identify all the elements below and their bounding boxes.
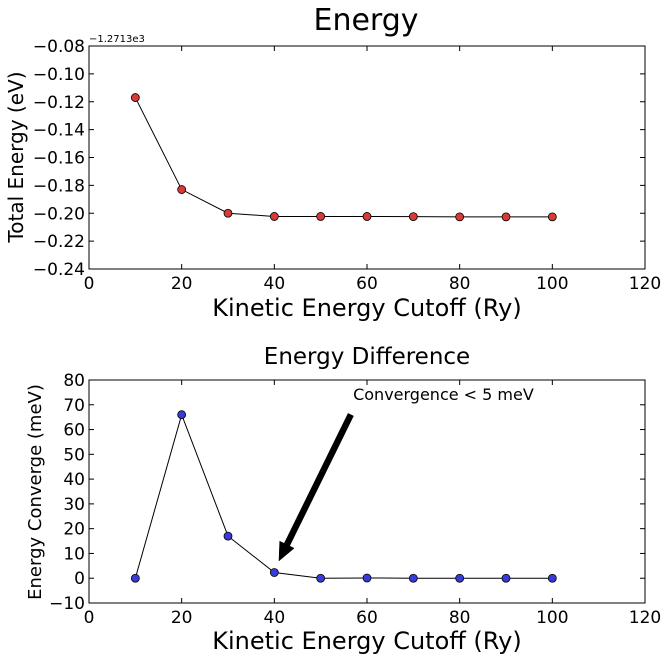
y-tick-label: 50 xyxy=(63,445,85,465)
plot-frame xyxy=(88,45,646,270)
y-axis-label: Total Energy (eV) xyxy=(4,71,28,243)
x-tick-label: 0 xyxy=(84,608,95,628)
data-point xyxy=(408,212,418,221)
x-tick-label: 80 xyxy=(449,274,471,294)
energy-difference-panel: Energy Difference Kinetic Energy Cutoff … xyxy=(25,344,661,655)
y-tick-label: −0.08 xyxy=(33,37,85,57)
data-point xyxy=(177,410,187,420)
x-tick-label: 40 xyxy=(264,608,286,628)
data-point xyxy=(130,93,140,102)
annotation-text: Convergence < 5 meV xyxy=(353,385,534,404)
data-point xyxy=(501,212,511,222)
data-point xyxy=(408,573,418,583)
x-tick-label: 20 xyxy=(171,608,193,628)
y-tick-label: 40 xyxy=(63,470,85,490)
y-axis-label: Energy Converge (meV) xyxy=(25,384,46,600)
x-tick-label: 40 xyxy=(264,274,286,294)
data-point xyxy=(130,573,140,583)
energy-panel: Energy −1.2713e3 Kinetic Energy Cutoff (… xyxy=(4,3,661,322)
y-tick-label: −0.12 xyxy=(33,93,85,113)
y-tick-label: 0 xyxy=(74,569,85,589)
data-point xyxy=(269,568,279,577)
chart-title: Energy Difference xyxy=(264,344,470,370)
x-tick-label: 120 xyxy=(629,274,661,294)
y-tick-label: 70 xyxy=(63,396,85,416)
y-tick-label: −10 xyxy=(49,594,85,614)
data-point xyxy=(362,573,372,583)
x-tick-label: 80 xyxy=(449,608,471,628)
data-point xyxy=(177,185,187,194)
x-tick-label: 60 xyxy=(356,274,378,294)
series-line xyxy=(134,97,553,218)
y-tick-label: −0.16 xyxy=(33,149,85,169)
x-axis-label: Kinetic Energy Cutoff (Ry) xyxy=(212,294,521,322)
data-point xyxy=(455,212,465,222)
x-axis-label: Kinetic Energy Cutoff (Ry) xyxy=(212,627,521,655)
data-point xyxy=(269,212,279,221)
plot-area: 0 20 40 60 80 100 120 −0.24 −0.22 −0.20 −0.18 −0.16… xyxy=(33,37,661,294)
y-tick-label: 30 xyxy=(63,495,85,515)
data-point xyxy=(223,531,233,541)
y-tick-label: −0.24 xyxy=(33,260,85,280)
data-point xyxy=(316,573,326,583)
offset-text: −1.2713e3 xyxy=(89,34,145,45)
x-tick-label: 100 xyxy=(536,274,568,294)
y-tick-label: −0.14 xyxy=(33,121,85,141)
x-tick-label: 20 xyxy=(171,274,193,294)
data-point xyxy=(316,212,326,221)
data-point xyxy=(362,212,372,221)
series-line xyxy=(134,413,553,579)
y-tick-label: 20 xyxy=(63,520,85,540)
y-tick-label: −0.18 xyxy=(33,176,85,196)
chart-title: Energy xyxy=(313,3,418,38)
y-tick-label: 10 xyxy=(63,544,85,564)
y-tick-label: 60 xyxy=(63,421,85,441)
x-tick-label: 0 xyxy=(84,274,95,294)
data-point xyxy=(547,573,557,583)
x-tick-label: 60 xyxy=(356,608,378,628)
data-point xyxy=(501,573,511,583)
data-point xyxy=(455,573,465,583)
data-point xyxy=(547,212,557,222)
y-tick-label: −0.20 xyxy=(33,204,85,224)
annotation-arrow xyxy=(278,413,354,562)
x-tick-label: 120 xyxy=(629,608,661,628)
y-tick-label: −0.10 xyxy=(33,65,85,85)
y-tick-label: −0.22 xyxy=(33,232,85,252)
plot-frame xyxy=(88,379,646,604)
x-tick-label: 100 xyxy=(536,608,568,628)
y-tick-label: 80 xyxy=(63,371,85,391)
data-point xyxy=(223,208,233,218)
